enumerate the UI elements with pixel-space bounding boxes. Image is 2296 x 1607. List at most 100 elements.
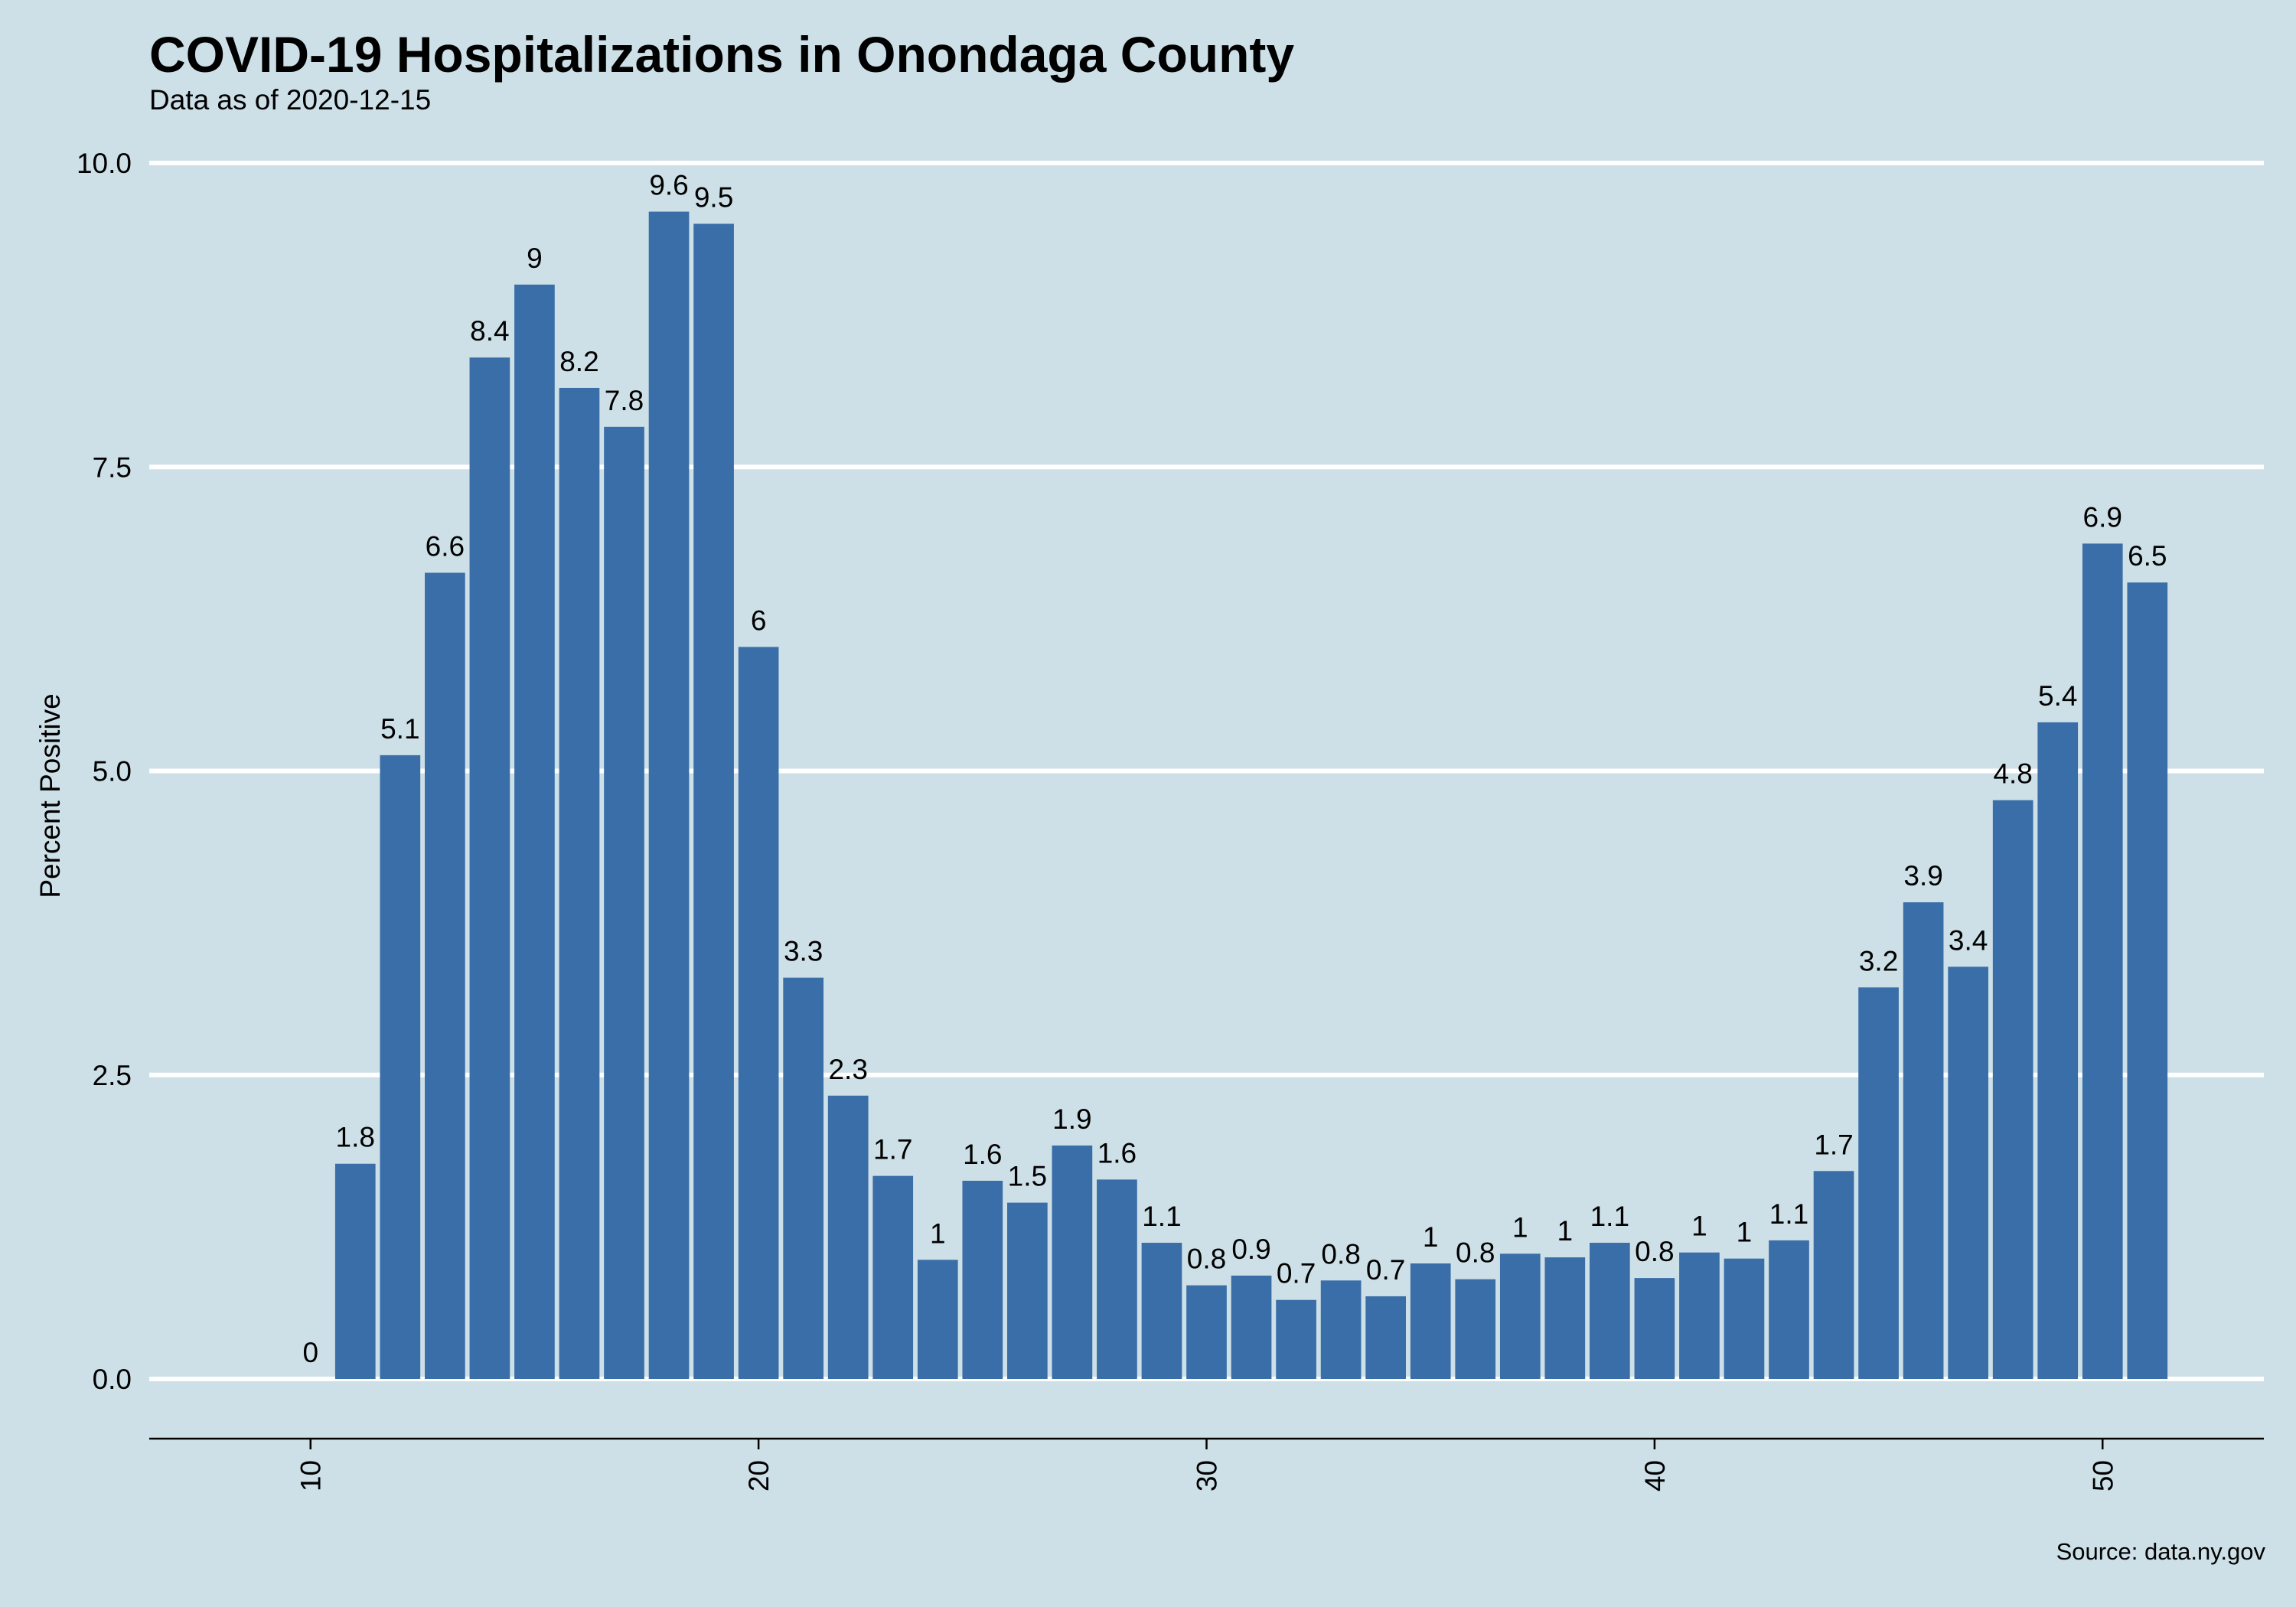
bar xyxy=(469,357,510,1379)
bar xyxy=(604,426,644,1379)
y-tick-label: 7.5 xyxy=(93,451,132,483)
x-tick-label: 40 xyxy=(1639,1460,1671,1491)
bar-value-label: 1 xyxy=(1737,1217,1753,1248)
bar xyxy=(559,387,600,1380)
bar-value-label: 4.8 xyxy=(1993,758,2032,790)
x-tick-label: 10 xyxy=(295,1460,327,1491)
bar-value-label: 6 xyxy=(751,605,767,636)
data-labels: 0 1.8 5.1 6.6 8.4 9 8.27.8 9.6 9.5 6 3.3 2.3 1.7 1 1.6… xyxy=(302,170,2167,1368)
bar-value-label: 1.7 xyxy=(1814,1129,1853,1160)
bar-value-label: 1 xyxy=(1512,1211,1528,1243)
bar xyxy=(1007,1202,1048,1379)
bar xyxy=(1320,1280,1362,1379)
bar-value-label: 5.4 xyxy=(2038,680,2077,712)
bar-value-label: 8.4 xyxy=(470,315,509,347)
bar xyxy=(334,1163,376,1379)
bar xyxy=(1186,1285,1227,1379)
bar xyxy=(738,647,779,1379)
bar-value-label: 5.1 xyxy=(380,713,419,745)
bar-value-label: 7.8 xyxy=(605,385,644,416)
bar-value-label: 0.8 xyxy=(1635,1236,1674,1267)
bar-value-label: 3.9 xyxy=(1903,860,1942,892)
bar-value-label: 1.1 xyxy=(1769,1198,1808,1230)
bar xyxy=(1948,966,1988,1379)
bar xyxy=(693,223,734,1380)
bar-value-label: 8.2 xyxy=(559,346,598,377)
bar-value-label: 9.5 xyxy=(694,181,733,213)
bar-value-label: 6.5 xyxy=(2128,540,2167,572)
bar xyxy=(1769,1240,1809,1379)
bar-value-label: 0 xyxy=(302,1337,318,1368)
y-tick-label: 10.0 xyxy=(77,148,132,179)
bar-value-label: 1.1 xyxy=(1142,1201,1181,1232)
bar-value-label: 3.3 xyxy=(784,936,823,967)
bar-value-label: 3.4 xyxy=(1949,924,1988,956)
bar-value-label: 0.8 xyxy=(1456,1237,1495,1269)
y-axis-title: Percent Positive xyxy=(34,693,66,898)
bar-value-label: 0.9 xyxy=(1231,1234,1270,1265)
x-tick-label: 30 xyxy=(1192,1460,1223,1491)
bar-value-label: 1 xyxy=(930,1217,946,1249)
bar-value-label: 1 xyxy=(1691,1211,1707,1242)
bar-value-label: 1.9 xyxy=(1052,1103,1091,1135)
bar-value-label: 1.6 xyxy=(1097,1137,1137,1169)
grid-lines xyxy=(149,161,2264,1381)
y-tick-label: 5.0 xyxy=(93,756,132,787)
y-tick-label: 0.0 xyxy=(93,1364,132,1395)
bar-value-label: 0.8 xyxy=(1187,1244,1226,1275)
bar-value-label: 1.1 xyxy=(1590,1201,1629,1232)
bar xyxy=(1097,1179,1137,1379)
bar xyxy=(2127,582,2168,1379)
bar xyxy=(1724,1258,1765,1379)
bar xyxy=(1276,1299,1316,1379)
bar xyxy=(380,755,421,1379)
bar-value-label: 0.7 xyxy=(1366,1254,1405,1286)
bar-value-label: 9 xyxy=(527,243,543,274)
bar xyxy=(1052,1145,1093,1379)
x-tick-label: 20 xyxy=(743,1460,775,1491)
source-caption: Source: data.ny.gov xyxy=(2056,1538,2265,1565)
bar xyxy=(1992,800,2033,1379)
bar xyxy=(1634,1278,1675,1379)
bar-value-label: 9.6 xyxy=(649,170,688,201)
bar xyxy=(1590,1243,1630,1379)
bar xyxy=(648,211,690,1379)
bar xyxy=(1455,1279,1496,1379)
bar xyxy=(2082,543,2123,1380)
bar-value-label: 1 xyxy=(1423,1221,1439,1253)
bar-value-label: 0.8 xyxy=(1321,1238,1360,1270)
bar xyxy=(2037,722,2079,1379)
bar xyxy=(1141,1243,1182,1379)
bar xyxy=(1365,1296,1406,1379)
bar xyxy=(1858,987,1899,1379)
axes: 0.02.55.07.510.010 20 30 40 50 xyxy=(77,148,2264,1491)
bar xyxy=(827,1095,869,1379)
bar xyxy=(1499,1253,1541,1379)
bar-value-label: 1.7 xyxy=(873,1134,912,1165)
bar xyxy=(1679,1252,1720,1379)
bar-value-label: 6.9 xyxy=(2083,501,2122,533)
bar xyxy=(1231,1275,1272,1379)
bar-value-label: 2.3 xyxy=(828,1054,867,1085)
chart-title: COVID-19 Hospitalizations in Onondaga Co… xyxy=(149,26,1295,83)
x-tick-label: 50 xyxy=(2087,1460,2118,1491)
bar-value-label: 6.6 xyxy=(426,530,465,562)
bar xyxy=(425,572,465,1380)
bar-value-label: 1.8 xyxy=(336,1122,375,1153)
bar xyxy=(783,977,823,1379)
bar xyxy=(962,1180,1003,1379)
bar-value-label: 0.7 xyxy=(1277,1258,1316,1289)
bar xyxy=(872,1175,914,1379)
chart-subtitle: Data as of 2020-12-15 xyxy=(149,84,432,116)
y-tick-label: 2.5 xyxy=(93,1060,132,1091)
bar xyxy=(1544,1257,1586,1379)
bar-series xyxy=(334,211,2168,1380)
bar xyxy=(1813,1171,1854,1379)
bar-value-label: 3.2 xyxy=(1859,945,1898,976)
bar-value-label: 1.6 xyxy=(963,1139,1002,1170)
bar xyxy=(917,1260,958,1379)
bar xyxy=(1903,902,1944,1379)
bar xyxy=(1410,1263,1451,1379)
